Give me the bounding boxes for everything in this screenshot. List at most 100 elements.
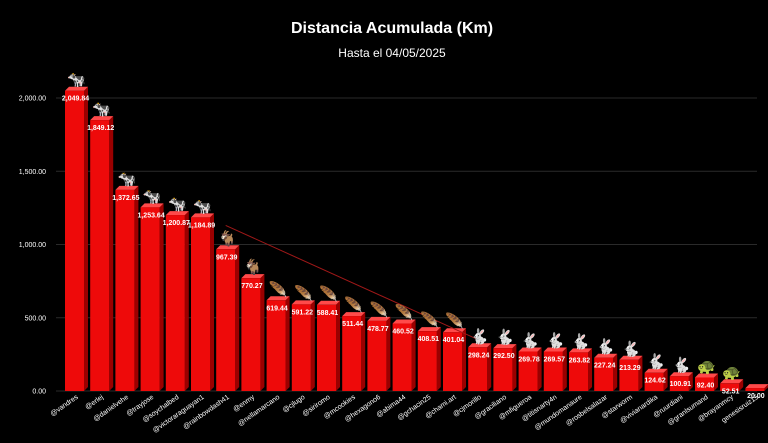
y-tick-label: 1,500.00 [19,169,46,176]
bar-side [436,327,441,391]
bar-side [109,116,114,392]
bar [468,347,488,391]
bar-top [392,319,416,324]
trend-line [225,224,478,340]
data-label: 1,253.64 [137,212,164,219]
data-label: 967.39 [216,254,238,261]
category-label: @rainbowdash41 [182,394,231,431]
bar-layer [65,86,768,392]
bar [417,331,437,391]
data-label: 1,849.12 [87,125,114,132]
bar-top [291,300,315,305]
cow-icon: 🐄 [92,100,111,118]
data-label: 124.62 [644,378,666,385]
feather-icon: 🪶 [344,295,363,314]
chart-title: Distancia Acumulada (Km) [290,20,494,37]
data-label: 770.27 [241,283,263,290]
data-label: 511.44 [342,321,363,328]
bar-top [417,327,441,332]
bar [317,304,336,391]
bar [619,359,639,391]
bar-side [688,372,693,391]
bar-side [613,353,618,391]
bar [266,300,286,391]
data-label: 298.24 [468,352,490,359]
data-label: 591.22 [292,309,314,316]
bar-top [216,245,240,250]
bar [291,304,311,391]
bar-top [317,300,340,305]
bar-top [90,116,114,121]
bar [115,189,135,391]
turtle-icon: 🐢 [697,357,716,375]
bar [644,372,664,391]
bar-side [537,347,542,391]
feather-icon: 🪶 [420,310,439,329]
bar [367,320,387,391]
bar-side [285,296,290,391]
cow-icon: 🐄 [193,197,212,215]
chart-subtitle: Hasta el 04/05/2025 [338,46,446,60]
bar [594,357,614,391]
bar-top [619,355,643,360]
data-label: 20.00 [747,393,765,400]
rabbit-icon: 🐇 [571,332,590,350]
bar [165,215,185,391]
goat-icon: 🐐 [244,258,263,276]
bar-side [411,319,416,391]
bar-side [739,379,744,391]
bar-top [165,211,189,216]
trend-layer [225,224,478,340]
data-label: 1,372.65 [112,195,139,202]
bar-side [184,211,189,391]
rabbit-icon: 🐇 [596,338,615,356]
bar [720,383,740,391]
data-label: 408.51 [418,336,440,343]
bar [140,207,160,391]
y-tick-label: 0.00 [32,389,46,396]
bar-side [210,213,214,391]
data-label: 92.40 [697,382,715,389]
rabbit-icon: 🐇 [470,327,489,345]
bar-side [310,300,315,391]
bar-side [764,384,768,391]
bar-side [487,343,492,391]
cow-icon: 🐄 [168,195,187,213]
bar-top [518,347,542,352]
bar-top [644,368,668,373]
data-label: 1,200.87 [163,220,190,227]
bar-top [468,343,492,348]
bar [216,249,236,391]
bar-top [65,86,88,91]
bar-top [241,274,265,279]
rabbit-icon: 🐇 [672,356,691,374]
bar [443,332,462,391]
bar [191,217,210,391]
data-label: 100.91 [670,381,692,388]
data-label: 460.52 [392,329,414,336]
bar-side [588,348,592,391]
feather-icon: 🪶 [269,279,288,298]
category-label: @vandres [49,394,80,418]
bar-side [336,300,340,391]
bar-top [543,347,567,352]
bar-top [720,379,744,384]
bar-side [260,274,265,391]
bar-side [562,347,567,391]
bar [543,351,563,391]
bar-top [669,372,693,377]
bar-top [367,316,391,321]
cow-icon: 🐄 [143,187,162,205]
bar-top [695,373,718,378]
data-label: 263.82 [569,357,591,364]
cow-icon: 🐄 [67,71,86,89]
bar [392,323,412,391]
rabbit-icon: 🐇 [622,340,641,358]
rabbit-icon: 🐇 [496,328,515,346]
bar-top [342,312,366,317]
bar-top [594,353,618,358]
data-label: 1,184.89 [188,222,215,229]
data-label: 588.41 [317,310,339,317]
rabbit-icon: 🐇 [647,353,666,371]
bar [745,388,765,391]
